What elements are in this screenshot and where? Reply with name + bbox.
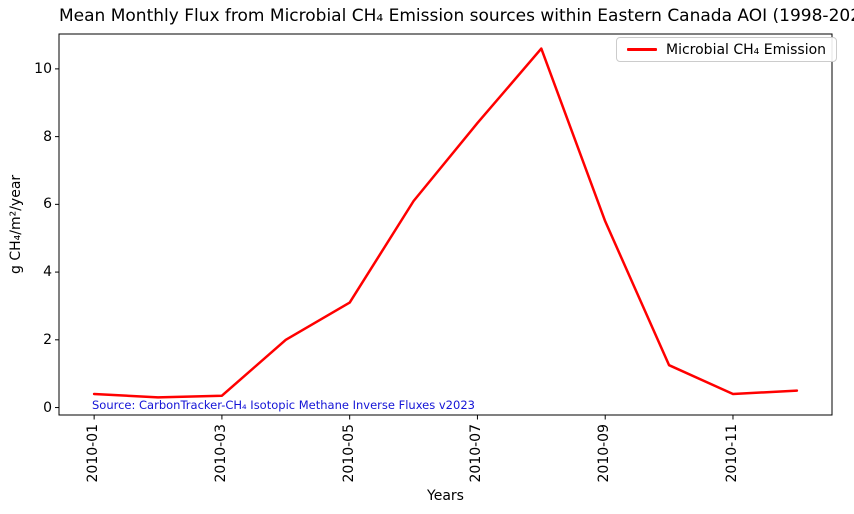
source-attribution-note: Source: CarbonTracker-CH₄ Isotopic Metha… xyxy=(92,398,475,412)
x-tick-label: 2010-09 xyxy=(596,424,613,483)
y-tick-label: 0 xyxy=(43,399,52,416)
x-tick-label: 2010-01 xyxy=(85,424,102,483)
y-axis-label: g CH₄/m²/year xyxy=(8,174,24,275)
legend-line-swatch xyxy=(627,48,657,51)
legend-label: Microbial CH₄ Emission xyxy=(666,41,827,58)
x-axis-label: Years xyxy=(427,488,464,504)
x-tick-label: 2010-05 xyxy=(340,424,357,483)
plot-border xyxy=(58,33,833,416)
y-tick-label: 6 xyxy=(43,196,52,213)
y-tick-label: 10 xyxy=(34,60,52,77)
axis-tick-marks xyxy=(55,68,734,420)
flux-line-series xyxy=(92,47,799,399)
y-tick-label: 4 xyxy=(43,264,52,281)
x-tick-label: 2010-11 xyxy=(723,424,740,483)
chart-title: Mean Monthly Flux from Microbial CH₄ Emi… xyxy=(59,6,854,26)
legend-box: Microbial CH₄ Emission xyxy=(616,37,838,62)
x-tick-label: 2010-07 xyxy=(468,424,485,483)
y-tick-label: 2 xyxy=(43,331,52,348)
x-tick-label: 2010-03 xyxy=(212,424,229,483)
y-tick-label: 8 xyxy=(43,128,52,145)
